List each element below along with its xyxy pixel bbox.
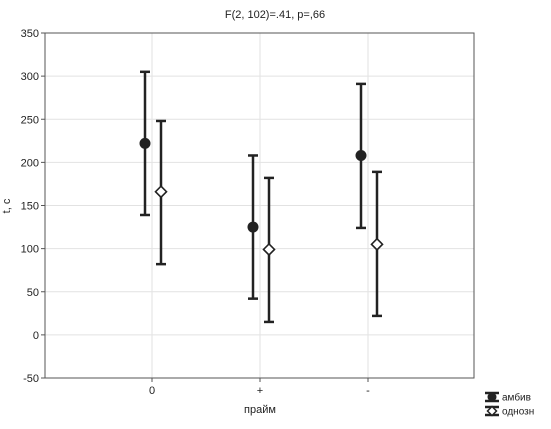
y-tick-label: -50	[23, 373, 39, 385]
series-layer	[139, 70, 384, 324]
y-tick-label: 250	[21, 114, 39, 126]
gridlines	[45, 32, 474, 379]
y-tick-label: 350	[21, 28, 39, 40]
x-tick-label: -	[366, 385, 370, 397]
series-2	[154, 119, 384, 324]
data-point	[355, 149, 367, 161]
y-axis: -50 0 50 100 150 200 250 300 350	[21, 28, 45, 385]
data-point	[262, 242, 276, 257]
y-tick-label: 0	[33, 330, 39, 342]
y-tick-label: 150	[21, 201, 39, 213]
data-point	[139, 137, 151, 149]
y-tick-label: 100	[21, 244, 39, 256]
x-tick-label: +	[257, 385, 263, 397]
legend-marker	[486, 405, 498, 417]
legend-label: однозн	[502, 407, 534, 418]
y-axis-title: t, c	[1, 198, 13, 213]
legend-item: амбив	[485, 392, 531, 404]
data-point	[154, 185, 168, 199]
data-point	[370, 237, 384, 251]
x-axis: 0 + -	[149, 378, 370, 397]
legend-item: однозн	[485, 405, 534, 418]
legend-label: амбив	[502, 392, 531, 404]
x-axis-title: прайм	[244, 404, 276, 416]
chart-title: F(2, 102)=.41, p=,66	[225, 9, 325, 21]
series-1	[139, 70, 367, 300]
x-tick-label: 0	[149, 385, 155, 397]
y-tick-label: 50	[27, 287, 39, 299]
legend-marker	[487, 392, 497, 402]
data-point	[247, 221, 259, 233]
y-tick-label: 200	[21, 157, 39, 169]
legend: амбив однозн	[485, 392, 534, 418]
y-tick-label: 300	[21, 71, 39, 83]
